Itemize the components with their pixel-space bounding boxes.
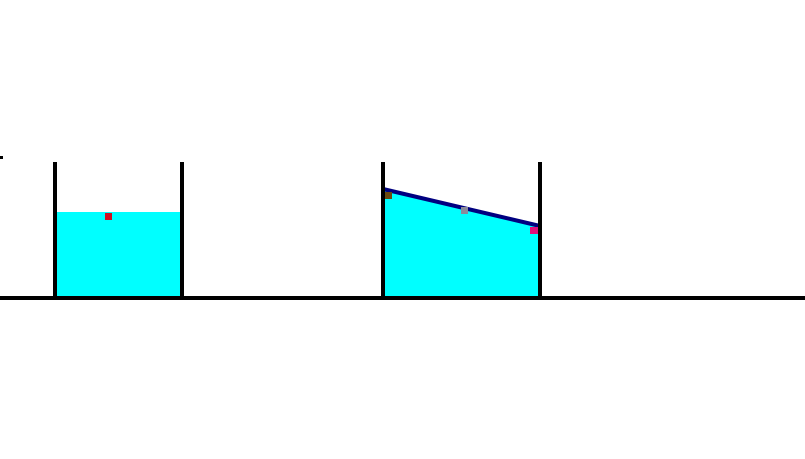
right-tank-end-marker	[530, 227, 538, 234]
left-tank-water	[57, 212, 180, 297]
left-tank-marker	[105, 213, 112, 220]
right-tank-water	[385, 190, 538, 297]
left-tank-right-wall	[180, 162, 184, 298]
right-tank-right-wall	[538, 162, 542, 298]
edge-tick	[0, 156, 3, 159]
left-tank	[53, 162, 184, 298]
right-tank-left-wall	[381, 162, 385, 298]
left-tank-left-wall	[53, 162, 57, 298]
right-tank	[381, 162, 542, 298]
right-tank-start-marker	[385, 192, 392, 199]
ground-line	[0, 296, 805, 300]
right-tank-middle-marker	[461, 207, 468, 214]
